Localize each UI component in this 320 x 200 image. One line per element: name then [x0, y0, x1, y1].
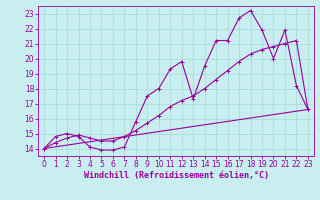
X-axis label: Windchill (Refroidissement éolien,°C): Windchill (Refroidissement éolien,°C)	[84, 171, 268, 180]
